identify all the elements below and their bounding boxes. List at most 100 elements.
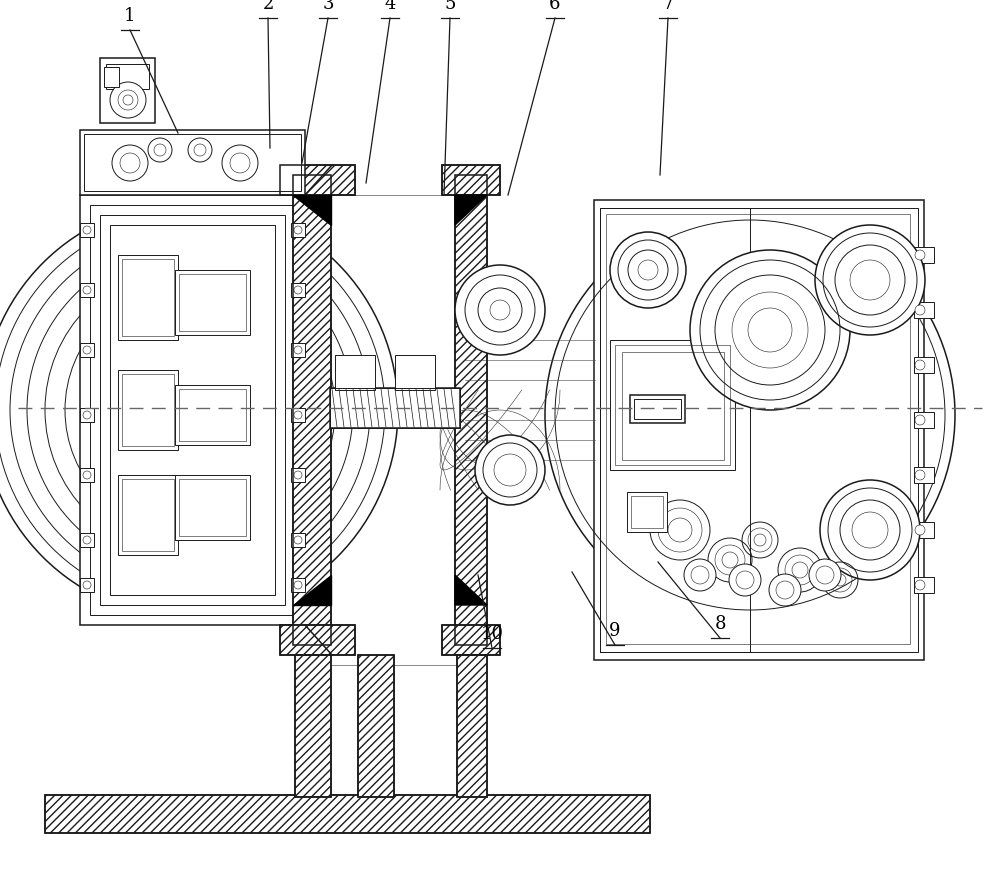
Bar	[80, 578, 94, 592]
Bar	[122, 479, 174, 551]
Text: 6: 6	[549, 0, 561, 13]
Bar	[175, 270, 250, 335]
Circle shape	[475, 435, 545, 505]
Circle shape	[809, 559, 841, 591]
Circle shape	[769, 574, 801, 606]
Bar	[914, 247, 934, 263]
Bar	[291, 223, 305, 237]
Bar	[280, 625, 355, 655]
Bar	[442, 165, 500, 195]
Text: 2: 2	[262, 0, 274, 13]
Circle shape	[915, 580, 925, 590]
Bar	[280, 625, 355, 655]
Bar	[358, 655, 394, 797]
Polygon shape	[293, 195, 331, 225]
Bar	[106, 64, 149, 89]
Bar	[600, 208, 750, 652]
Circle shape	[684, 559, 716, 591]
Bar	[600, 208, 918, 652]
Bar	[622, 352, 724, 460]
Bar	[179, 389, 246, 441]
Bar	[100, 58, 155, 123]
Bar	[914, 467, 934, 483]
Bar	[80, 343, 94, 357]
Bar	[80, 533, 94, 547]
Circle shape	[915, 415, 925, 425]
Text: 8: 8	[714, 615, 726, 633]
Circle shape	[545, 210, 955, 620]
Circle shape	[915, 305, 925, 315]
Bar	[330, 388, 460, 428]
Text: 9: 9	[609, 622, 621, 640]
Bar	[80, 195, 305, 625]
Bar	[291, 283, 305, 297]
Circle shape	[915, 470, 925, 480]
Polygon shape	[455, 575, 487, 605]
Bar	[457, 655, 487, 797]
Circle shape	[690, 250, 850, 410]
Bar	[118, 475, 178, 555]
Bar	[330, 388, 460, 428]
Bar	[631, 496, 663, 528]
Bar	[615, 345, 730, 465]
Bar	[457, 655, 487, 797]
Bar	[90, 205, 295, 615]
Bar	[330, 195, 458, 665]
Bar	[594, 200, 924, 660]
Bar	[80, 283, 94, 297]
Text: 5: 5	[444, 0, 456, 13]
Bar	[104, 67, 119, 87]
Bar	[442, 625, 500, 655]
Circle shape	[915, 525, 925, 535]
Circle shape	[148, 138, 172, 162]
Bar	[179, 479, 246, 536]
Circle shape	[112, 145, 148, 181]
Text: 10: 10	[480, 625, 504, 643]
Bar	[280, 165, 355, 195]
Circle shape	[915, 360, 925, 370]
Bar	[80, 408, 94, 422]
Bar	[291, 468, 305, 482]
Bar	[914, 577, 934, 593]
Bar	[455, 175, 487, 645]
Bar	[914, 302, 934, 318]
Text: 4: 4	[384, 0, 396, 13]
Bar	[606, 214, 910, 644]
Bar	[80, 130, 305, 195]
Bar	[442, 625, 500, 655]
Bar	[175, 475, 250, 540]
Bar	[295, 655, 331, 797]
Bar	[914, 412, 934, 428]
Circle shape	[729, 564, 761, 596]
Bar	[634, 399, 681, 419]
Bar	[630, 395, 685, 423]
Circle shape	[820, 480, 920, 580]
Bar	[110, 225, 275, 595]
Circle shape	[815, 225, 925, 335]
Bar	[122, 374, 174, 446]
Polygon shape	[293, 575, 331, 605]
Circle shape	[455, 265, 545, 355]
Bar	[45, 795, 650, 833]
Circle shape	[110, 82, 146, 118]
Bar	[395, 355, 435, 390]
Bar	[179, 274, 246, 331]
Bar	[293, 175, 331, 645]
Circle shape	[188, 138, 212, 162]
Bar	[358, 655, 394, 797]
Bar	[175, 385, 250, 445]
Bar	[295, 655, 331, 797]
Bar	[627, 492, 667, 532]
Bar	[442, 165, 500, 195]
Circle shape	[222, 145, 258, 181]
Text: 7: 7	[662, 0, 674, 13]
Circle shape	[610, 232, 686, 308]
Bar	[455, 175, 487, 645]
Bar	[914, 357, 934, 373]
Bar	[293, 175, 331, 645]
Bar	[291, 408, 305, 422]
Bar	[280, 165, 355, 195]
Bar	[610, 340, 735, 470]
Circle shape	[915, 250, 925, 260]
Bar	[914, 522, 934, 538]
